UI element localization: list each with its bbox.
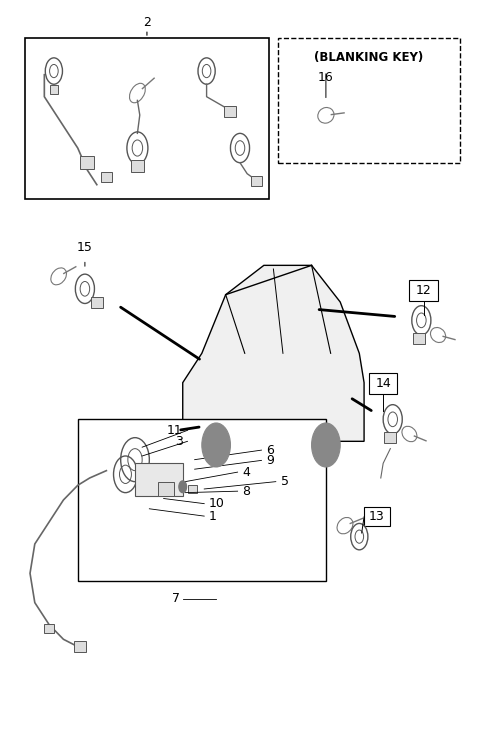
Bar [188, 484, 197, 493]
Text: 5: 5 [281, 475, 288, 488]
Bar [252, 176, 262, 186]
Bar [157, 481, 174, 496]
Bar [131, 160, 144, 172]
Bar [44, 624, 54, 633]
Bar [80, 156, 95, 169]
Text: 1: 1 [209, 509, 217, 523]
Text: 3: 3 [175, 435, 183, 447]
Text: 12: 12 [416, 284, 432, 297]
Text: 13: 13 [369, 510, 385, 523]
Bar [101, 172, 112, 183]
Text: 6: 6 [266, 444, 274, 456]
Text: 15: 15 [77, 241, 93, 255]
Bar [369, 373, 397, 394]
Text: 10: 10 [209, 497, 225, 510]
Circle shape [179, 481, 187, 492]
Text: 9: 9 [266, 454, 274, 467]
Bar [364, 507, 390, 526]
FancyBboxPatch shape [278, 38, 459, 163]
Bar [135, 464, 183, 496]
Bar [384, 432, 396, 443]
Text: 7: 7 [172, 592, 180, 606]
Text: 4: 4 [242, 466, 250, 478]
Circle shape [312, 423, 340, 467]
Text: 14: 14 [375, 377, 391, 390]
Bar [91, 297, 103, 308]
Text: 8: 8 [242, 485, 251, 498]
Text: 16: 16 [318, 71, 334, 84]
Bar [49, 85, 58, 93]
Bar [25, 38, 269, 199]
Bar [409, 280, 438, 300]
Bar [413, 333, 425, 344]
PathPatch shape [183, 266, 364, 442]
Bar [78, 420, 326, 581]
Bar [74, 641, 86, 652]
Circle shape [202, 423, 230, 467]
Text: 2: 2 [143, 16, 151, 29]
Bar [225, 106, 237, 117]
Text: (BLANKING KEY): (BLANKING KEY) [314, 52, 423, 64]
Text: 11: 11 [167, 424, 183, 437]
